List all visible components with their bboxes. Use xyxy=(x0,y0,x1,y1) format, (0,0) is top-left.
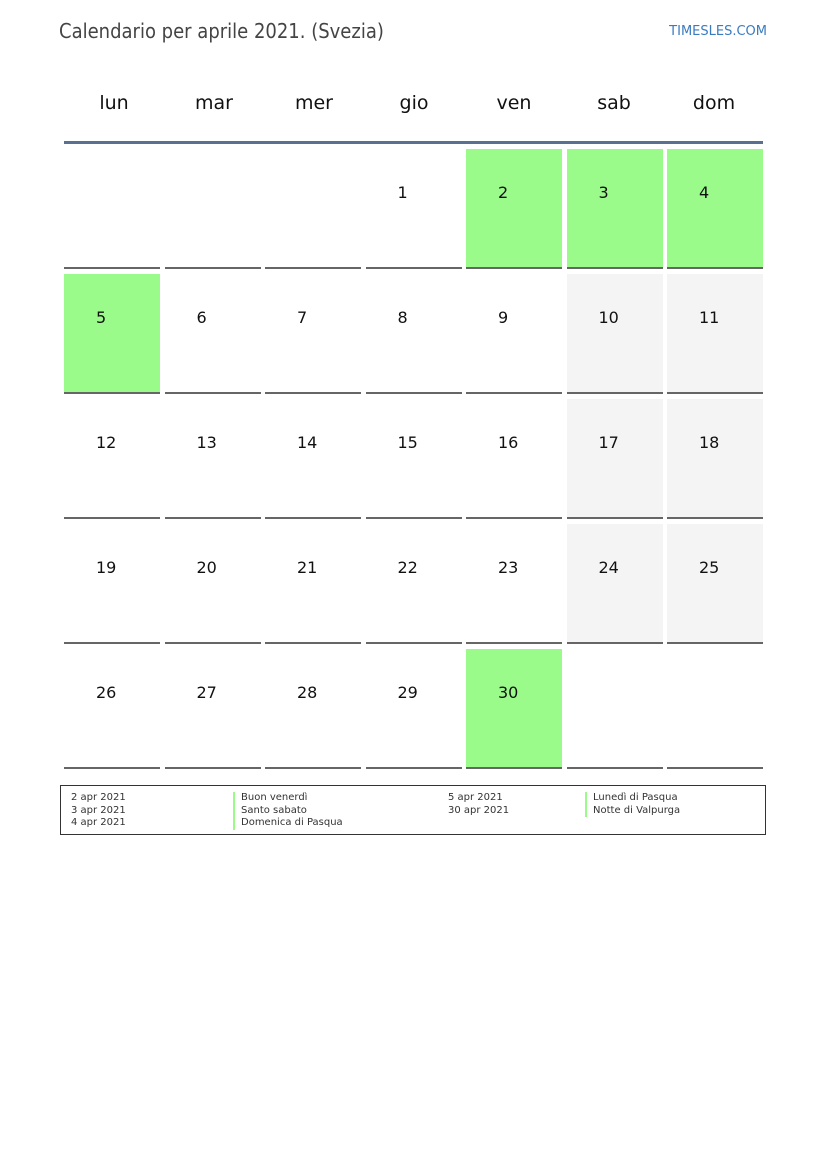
day-cell: 18 xyxy=(667,399,763,519)
day-cell: 21 xyxy=(265,524,361,644)
legend-holiday-name: Domenica di Pasqua xyxy=(233,817,343,830)
day-number: 25 xyxy=(699,558,720,577)
legend-holiday-name: Buon venerdì xyxy=(233,792,343,805)
day-number: 26 xyxy=(96,683,117,702)
day-number: 20 xyxy=(196,558,217,577)
day-cell: 7 xyxy=(265,274,361,394)
day-number: 9 xyxy=(498,308,509,327)
legend-dates-left: 2 apr 2021 3 apr 2021 4 apr 2021 xyxy=(71,792,126,830)
day-number: 3 xyxy=(598,183,609,202)
day-number: 16 xyxy=(498,433,519,452)
day-number: 22 xyxy=(397,558,418,577)
legend-date: 30 apr 2021 xyxy=(448,804,510,816)
header-divider xyxy=(64,141,763,144)
day-cell: 28 xyxy=(265,649,361,769)
legend-names-right: Lunedì di Pasqua Notte di Valpurga xyxy=(585,792,680,817)
day-cell: 13 xyxy=(164,399,261,519)
legend-date: 2 apr 2021 xyxy=(71,792,126,803)
weekday-header: lun mar mer gio ven sab dom xyxy=(64,92,764,114)
day-cell: 2 xyxy=(466,149,562,269)
day-cell: 29 xyxy=(365,649,462,769)
day-cell: 20 xyxy=(164,524,261,644)
day-cell: 8 xyxy=(365,274,462,394)
brand-link[interactable]: TIMESLES.COM xyxy=(669,24,767,39)
legend-holiday-name: Lunedì di Pasqua xyxy=(585,792,680,805)
day-cell: 14 xyxy=(265,399,361,519)
day-cell: 22 xyxy=(365,524,462,644)
day-cell: 9 xyxy=(466,274,562,394)
day-cell: 19 xyxy=(64,524,160,644)
empty-cell xyxy=(566,649,663,769)
day-cell: 26 xyxy=(64,649,160,769)
day-cell: 15 xyxy=(365,399,462,519)
page-title: Calendario per aprile 2021. (Svezia) xyxy=(59,19,384,43)
day-cell: 23 xyxy=(466,524,562,644)
calendar-grid: 1 2 3 4 5 6 7 8 9 10 11 12 13 14 15 16 17 18 19 20 21 22 23 24 2… xyxy=(64,149,763,769)
empty-cell xyxy=(164,149,261,269)
legend-date: 4 apr 2021 xyxy=(71,817,126,828)
day-cell: 10 xyxy=(566,274,663,394)
day-number: 12 xyxy=(96,433,117,452)
legend-date: 3 apr 2021 xyxy=(71,804,126,816)
legend-holiday-name: Notte di Valpurga xyxy=(585,804,680,817)
empty-cell xyxy=(667,649,763,769)
day-cell: 12 xyxy=(64,399,160,519)
holiday-legend: 2 apr 2021 3 apr 2021 4 apr 2021 Buon ve… xyxy=(60,785,766,835)
weekday-label: gio xyxy=(399,92,429,114)
legend-holiday-name: Santo sabato xyxy=(233,804,343,817)
day-number: 17 xyxy=(598,433,619,452)
day-number: 4 xyxy=(699,183,710,202)
day-cell: 17 xyxy=(566,399,663,519)
weekday-label: dom xyxy=(692,92,736,114)
day-cell: 1 xyxy=(365,149,462,269)
empty-cell xyxy=(265,149,361,269)
day-number: 11 xyxy=(699,308,720,327)
day-number: 1 xyxy=(397,183,408,202)
day-cell: 11 xyxy=(667,274,763,394)
day-cell: 24 xyxy=(566,524,663,644)
day-cell: 5 xyxy=(64,274,160,394)
day-number: 6 xyxy=(196,308,207,327)
day-number: 19 xyxy=(96,558,117,577)
legend-dates-right: 5 apr 2021 30 apr 2021 xyxy=(448,792,509,817)
day-number: 14 xyxy=(297,433,318,452)
legend-names-left: Buon venerdì Santo sabato Domenica di Pa… xyxy=(233,792,343,830)
day-number: 23 xyxy=(498,558,519,577)
empty-cell xyxy=(64,149,160,269)
legend-date: 5 apr 2021 xyxy=(448,792,503,803)
weekday-label: sab xyxy=(597,92,631,114)
day-number: 30 xyxy=(498,683,519,702)
day-number: 27 xyxy=(196,683,217,702)
weekday-label: mer xyxy=(294,92,333,114)
day-number: 10 xyxy=(598,308,619,327)
day-cell: 30 xyxy=(466,649,562,769)
day-cell: 3 xyxy=(566,149,663,269)
day-number: 2 xyxy=(498,183,509,202)
weekday-label: ven xyxy=(496,92,532,114)
day-number: 5 xyxy=(96,308,107,327)
day-number: 7 xyxy=(297,308,308,327)
weekday-label: lun xyxy=(99,92,129,114)
day-number: 8 xyxy=(397,308,408,327)
day-number: 29 xyxy=(397,683,418,702)
weekday-label: mar xyxy=(195,92,233,114)
day-cell: 6 xyxy=(164,274,261,394)
day-number: 24 xyxy=(598,558,619,577)
day-cell: 4 xyxy=(667,149,763,269)
day-number: 13 xyxy=(196,433,217,452)
day-cell: 27 xyxy=(164,649,261,769)
day-number: 15 xyxy=(397,433,418,452)
day-number: 28 xyxy=(297,683,318,702)
day-number: 18 xyxy=(699,433,720,452)
day-cell: 25 xyxy=(667,524,763,644)
day-number: 21 xyxy=(297,558,318,577)
day-cell: 16 xyxy=(466,399,562,519)
